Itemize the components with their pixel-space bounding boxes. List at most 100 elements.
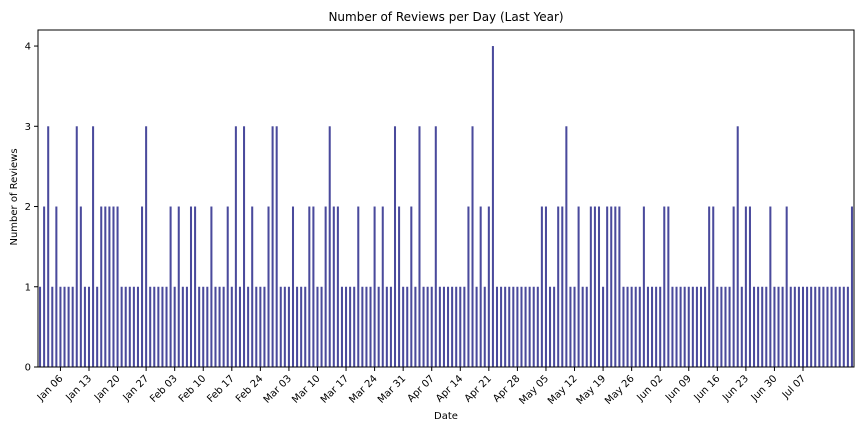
bar — [104, 206, 107, 367]
bar — [630, 286, 633, 367]
bar — [516, 286, 519, 367]
bar — [748, 206, 751, 367]
bar — [646, 286, 649, 367]
bar — [679, 286, 682, 367]
bar — [385, 286, 388, 367]
y-tick-label: 1 — [25, 282, 31, 293]
bar — [116, 206, 119, 367]
bar — [410, 206, 413, 367]
bar — [112, 206, 115, 367]
bar — [153, 286, 156, 367]
bar — [422, 286, 425, 367]
x-tick-label: Mar 10 — [290, 373, 322, 405]
bar — [573, 286, 576, 367]
bar — [406, 286, 409, 367]
bar — [324, 206, 327, 367]
y-tick-label: 3 — [25, 122, 31, 133]
bar — [524, 286, 527, 367]
bar — [614, 206, 617, 367]
bar — [500, 286, 503, 367]
bar — [724, 286, 727, 367]
bar — [259, 286, 262, 367]
bar — [71, 286, 74, 367]
bar — [655, 286, 658, 367]
bar — [732, 206, 735, 367]
bar — [43, 206, 46, 367]
bar — [124, 286, 127, 367]
bar — [549, 286, 552, 367]
bar — [132, 286, 135, 367]
x-tick-label: Jan 06 — [35, 373, 66, 404]
x-tick-label: May 19 — [575, 373, 609, 407]
bar — [491, 46, 494, 368]
bars-group — [39, 46, 853, 368]
bar — [806, 286, 809, 367]
x-tick-label: Apr 21 — [463, 373, 494, 404]
bar — [781, 286, 784, 367]
bar — [830, 286, 833, 367]
bar — [255, 286, 258, 367]
x-tick-label: Jan 20 — [92, 373, 123, 404]
bar — [553, 286, 556, 367]
bar — [740, 286, 743, 367]
bar — [622, 286, 625, 367]
x-tick-label: Jul 07 — [780, 373, 808, 401]
bar — [181, 286, 184, 367]
bar — [561, 206, 564, 367]
x-axis-label: Date — [434, 411, 458, 422]
bar — [846, 286, 849, 367]
chart-title: Number of Reviews per Day (Last Year) — [328, 10, 563, 24]
x-tick-label: May 26 — [603, 373, 637, 407]
bar — [442, 286, 445, 367]
bar — [47, 126, 50, 367]
bar — [100, 206, 103, 367]
bar — [226, 206, 229, 367]
bar — [312, 206, 315, 367]
bar — [275, 126, 278, 367]
bar — [761, 286, 764, 367]
bar — [463, 286, 466, 367]
y-tick-label: 0 — [25, 363, 31, 374]
bar — [283, 286, 286, 367]
bar — [801, 286, 805, 367]
bar — [642, 206, 645, 367]
bar — [757, 286, 760, 367]
bar — [638, 286, 641, 367]
bar — [202, 286, 205, 367]
bar — [663, 206, 666, 367]
bar — [716, 286, 719, 367]
bar — [753, 286, 756, 367]
bar — [532, 286, 535, 367]
y-tick-label: 2 — [25, 202, 31, 213]
bar — [426, 286, 429, 367]
bar — [467, 206, 470, 367]
bar — [687, 286, 690, 367]
bar — [243, 126, 246, 367]
x-tick-label: Mar 17 — [319, 373, 351, 405]
bar — [251, 206, 254, 367]
bar — [340, 286, 343, 367]
bar — [55, 206, 58, 367]
bar — [850, 206, 853, 367]
bar — [634, 286, 637, 367]
bar — [728, 286, 731, 367]
bar — [377, 286, 380, 367]
bar — [434, 126, 437, 367]
bar — [39, 286, 42, 367]
bar — [247, 286, 250, 367]
bar — [345, 286, 348, 367]
bar — [222, 286, 225, 367]
bar — [699, 286, 703, 367]
bar — [822, 286, 825, 367]
bar — [92, 126, 95, 367]
bar — [695, 286, 698, 367]
x-tick-label: Jun 02 — [635, 373, 666, 404]
bar — [671, 286, 674, 367]
x-tick-label: Mar 03 — [262, 373, 294, 405]
bar — [691, 286, 694, 367]
bar — [797, 286, 800, 367]
bar — [528, 286, 531, 367]
bar — [296, 286, 299, 367]
bar — [459, 286, 462, 367]
